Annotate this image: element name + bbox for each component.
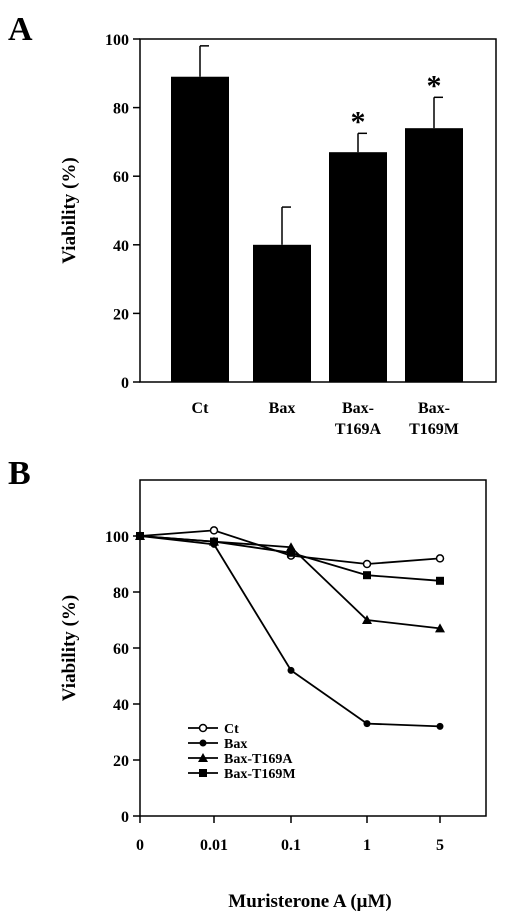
y-tick-label: 0	[121, 375, 129, 392]
series-point-Ct	[435, 554, 445, 563]
series-point-Bax-T169M	[287, 548, 295, 557]
legend-label-Bax-T169M: Bax-T169M	[224, 767, 296, 782]
series-point-Bax-T169M	[136, 532, 144, 540]
y-tick-label: 0	[121, 809, 129, 826]
y-tick-label: 40	[113, 697, 129, 714]
x-tick-label-2: T169A	[335, 421, 382, 438]
series-point-Ct	[209, 526, 219, 535]
y-tick-label: 60	[113, 169, 129, 186]
x-tick-label-3: Bax-	[418, 400, 450, 417]
series-point-Bax	[287, 666, 295, 674]
series-point-Ct	[362, 559, 372, 569]
x-tick-label-3: T169M	[409, 421, 459, 438]
panel-a-letter: A	[8, 11, 33, 48]
legend-label-Ct: Ct	[224, 722, 239, 737]
legend-marker-Bax	[199, 739, 207, 747]
significance-star-3: *	[427, 69, 442, 102]
panel-b-plot-frame	[139, 479, 487, 817]
legend-marker-Bax-T169M	[199, 769, 207, 777]
legend-label-Bax: Bax	[224, 737, 247, 752]
series-point-Bax-T169M	[210, 537, 218, 546]
series-point-Bax	[363, 720, 371, 728]
panel-b-y-axis-title: Viability (%)	[59, 595, 80, 701]
series-point-Bax-T169M	[436, 576, 444, 585]
x-tick-label: 1	[363, 837, 371, 854]
panel-a-plot-frame	[139, 38, 497, 383]
series-point-Bax	[436, 722, 444, 730]
y-tick-label: 20	[113, 753, 129, 770]
y-tick-label: 100	[105, 529, 129, 546]
bar-0	[171, 76, 229, 382]
panel-a-y-axis-title: Viability (%)	[59, 157, 80, 263]
significance-star-2: *	[351, 105, 366, 138]
legend-marker-Bax-T169A	[198, 753, 208, 762]
x-tick-label: 0	[136, 837, 144, 854]
y-tick-label: 100	[105, 32, 129, 49]
x-tick-label-0: Ct	[192, 400, 210, 417]
y-tick-label: 80	[113, 585, 129, 602]
x-tick-label-2: Bax-	[342, 400, 374, 417]
panel-a-bar-chart: 0 20 40 60 80 100 Ct Bax * Bax- T169A * Bax- T169M Via…	[59, 32, 497, 438]
bar-1	[253, 244, 311, 382]
legend-marker-Ct	[198, 723, 208, 733]
x-tick-label: 5	[436, 837, 444, 854]
bar-3	[405, 128, 463, 382]
y-tick-label: 60	[113, 641, 129, 658]
panel-b-x-axis-title: Muristerone A (μM)	[228, 891, 391, 912]
series-point-Bax-T169A	[362, 615, 372, 624]
x-tick-label: 0.01	[200, 837, 228, 854]
series-point-Bax-T169M	[363, 571, 371, 580]
y-tick-label: 40	[113, 238, 129, 255]
x-tick-label: 0.1	[281, 837, 301, 854]
panel-b-line-chart: 0 20 40 60 80 100 0 0.01 0.1 1 5 CtBaxBax-T169ABax-…	[59, 479, 487, 912]
series-point-Bax-T169A	[435, 623, 445, 633]
y-tick-label: 80	[113, 101, 129, 118]
y-tick-label: 20	[113, 306, 129, 323]
bar-2	[329, 152, 387, 382]
x-tick-label-1: Bax	[269, 400, 296, 417]
legend-label-Bax-T169A: Bax-T169A	[224, 752, 293, 767]
panel-b-letter: B	[8, 455, 31, 492]
series-line-Bax	[139, 535, 441, 728]
